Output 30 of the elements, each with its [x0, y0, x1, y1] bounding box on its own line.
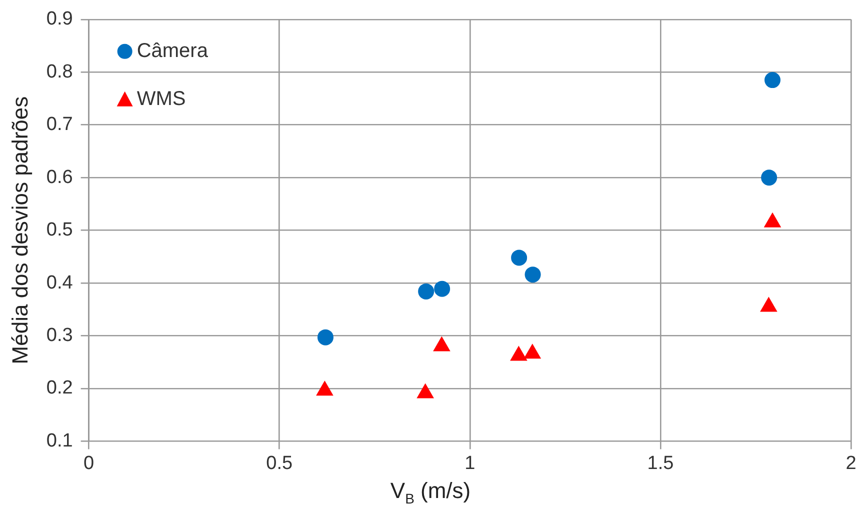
point — [524, 266, 541, 283]
y-tick-label: 0.6 — [46, 166, 73, 188]
y-tick-label: 0.8 — [46, 61, 73, 82]
x-tick-label: 2 — [846, 452, 856, 474]
y-tick-label: 0.5 — [46, 220, 73, 241]
point — [434, 280, 450, 297]
y-tick-label: 0.1 — [46, 430, 73, 452]
y-tick-label: 0.4 — [46, 272, 74, 294]
point — [418, 283, 434, 300]
x-tick-label: 0.5 — [266, 452, 293, 474]
point — [760, 296, 778, 312]
y-axis-title: Média dos desvios padrões — [7, 96, 32, 364]
point — [416, 383, 434, 398]
point — [761, 170, 778, 186]
point — [524, 344, 542, 359]
x-tick-label: 1 — [464, 452, 476, 474]
x-axis-title: V$_{B}$ (m/s) — [389, 478, 472, 506]
y-tick-label: 0.9 — [46, 8, 73, 30]
y-tick-label: 0.7 — [46, 114, 73, 136]
point — [316, 380, 334, 396]
x-tick-label: 1.5 — [647, 452, 674, 474]
point — [433, 336, 450, 352]
legend-label: WMS — [136, 88, 186, 110]
point — [764, 72, 780, 88]
x-tick-label: 0 — [84, 452, 94, 474]
legend-label: Câmera — [136, 40, 209, 62]
y-tick-label: 0.2 — [46, 378, 73, 399]
point — [511, 250, 528, 266]
y-tick-label: 0.3 — [46, 324, 73, 346]
point — [510, 346, 528, 361]
